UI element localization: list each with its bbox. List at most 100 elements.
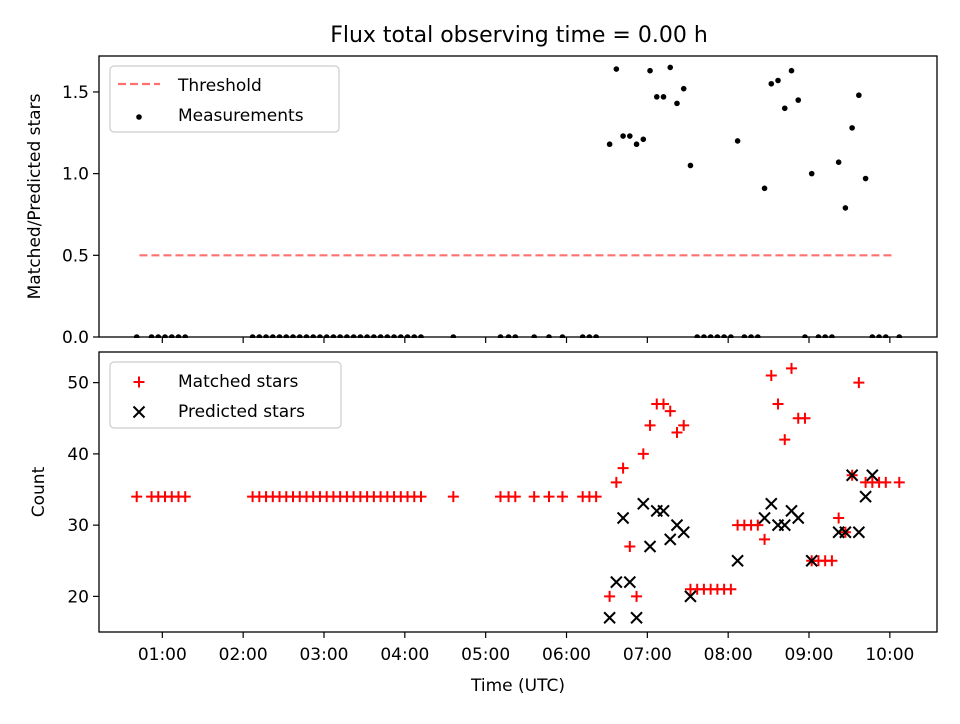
legend-entry-label: Predicted stars bbox=[178, 402, 305, 422]
predicted-star-point bbox=[866, 469, 879, 482]
matched-star-point bbox=[772, 398, 784, 410]
x-tick-label: 08:00 bbox=[704, 645, 753, 665]
legend-entry-label: Matched stars bbox=[178, 372, 298, 392]
measurement-point bbox=[808, 170, 815, 177]
matched-star-point bbox=[759, 533, 771, 545]
predicted-star-point bbox=[731, 554, 744, 567]
predicted-star-point bbox=[839, 526, 852, 539]
predicted-star-point bbox=[616, 511, 630, 525]
predicted-star-point bbox=[765, 497, 778, 510]
chart-title: Flux total observing time = 0.00 h bbox=[330, 23, 708, 48]
predicted-star-point bbox=[792, 511, 805, 525]
measurement-point bbox=[640, 136, 647, 143]
measurement-point bbox=[606, 141, 613, 148]
x-axis-label: Time (UTC) bbox=[470, 676, 565, 696]
matched-star-point bbox=[590, 491, 602, 503]
x-tick-label: 03:00 bbox=[299, 645, 348, 665]
measurement-point bbox=[674, 100, 680, 107]
matched-star-point bbox=[624, 541, 636, 553]
measurement-point bbox=[835, 159, 842, 165]
measurement-point bbox=[667, 64, 674, 71]
measurement-point bbox=[633, 141, 640, 148]
matched-star-point bbox=[658, 398, 670, 410]
matched-star-point bbox=[509, 491, 521, 503]
y-tick-label: 30 bbox=[67, 516, 89, 536]
matched-star-point bbox=[752, 519, 764, 531]
predicted-star-point bbox=[643, 540, 657, 553]
legend-predicted-swatch bbox=[132, 405, 146, 419]
x-tick-label: 07:00 bbox=[623, 645, 672, 665]
matched-star-point bbox=[833, 512, 845, 524]
y-tick-label: 20 bbox=[67, 587, 89, 607]
legend-box bbox=[109, 361, 342, 429]
matched-star-point bbox=[179, 491, 191, 503]
matched-star-point bbox=[880, 476, 892, 488]
matched-star-point bbox=[631, 590, 643, 602]
predicted-star-point bbox=[677, 526, 690, 539]
measurement-point bbox=[775, 77, 781, 84]
matched-star-point bbox=[637, 448, 649, 460]
matched-star-point bbox=[779, 434, 791, 446]
measurement-point bbox=[862, 175, 869, 182]
legend-entry-label: Measurements bbox=[178, 106, 304, 126]
predicted-star-point bbox=[684, 590, 697, 603]
predicted-star-point bbox=[623, 575, 637, 589]
matched-star-point bbox=[785, 362, 797, 374]
predicted-star-point bbox=[859, 490, 872, 503]
measurement-point bbox=[734, 138, 741, 144]
count-panel: 20 30 40 50 01:00 02:00 03:00 04:00 05:00 06:00 07… bbox=[29, 351, 938, 696]
y-tick-label: 1.0 bbox=[62, 165, 89, 185]
predicted-star-point bbox=[758, 511, 771, 525]
predicted-star-point bbox=[610, 575, 623, 589]
matched-star-point bbox=[671, 427, 683, 439]
matched-star-point bbox=[893, 476, 905, 488]
legend-matched-swatch bbox=[133, 376, 145, 388]
measurement-point bbox=[768, 80, 775, 87]
y-axis-label: Count bbox=[29, 466, 49, 517]
plot-area bbox=[131, 362, 905, 624]
measurement-point bbox=[781, 105, 788, 112]
matched-star-point bbox=[826, 555, 838, 567]
y-tick-label: 0.0 bbox=[62, 328, 89, 348]
measurement-point bbox=[761, 185, 768, 192]
measurement-point bbox=[842, 205, 849, 211]
x-tick-label: 06:00 bbox=[542, 645, 591, 665]
y-tick-label: 50 bbox=[67, 374, 89, 394]
measurement-point bbox=[627, 133, 633, 139]
y-tick-label: 1.5 bbox=[62, 83, 89, 103]
predicted-star-point bbox=[637, 497, 650, 510]
y-tick-label: 0.5 bbox=[62, 246, 89, 266]
matched-star-point bbox=[664, 405, 676, 417]
matched-star-point bbox=[447, 491, 459, 503]
ratio-panel: 0.0 0.5 1.0 1.5 Matched/Predicted stars Thres… bbox=[25, 55, 938, 348]
x-tick-label: 05:00 bbox=[461, 645, 510, 665]
matched-star-point bbox=[799, 412, 811, 424]
matched-star-point bbox=[604, 590, 616, 602]
measurement-point bbox=[680, 85, 687, 92]
legend: Matched stars Predicted stars bbox=[109, 361, 342, 429]
matched-star-point bbox=[678, 419, 690, 431]
y-tick-label: 40 bbox=[67, 445, 89, 465]
matched-star-point bbox=[528, 491, 540, 503]
predicted-star-point bbox=[630, 611, 643, 624]
measurement-point bbox=[788, 67, 795, 74]
legend: Threshold Measurements bbox=[109, 65, 340, 133]
y-axis-label: Matched/Predicted stars bbox=[25, 93, 45, 299]
matched-star-point bbox=[543, 491, 555, 503]
measurement-point bbox=[647, 67, 653, 74]
x-tick-label: 04:00 bbox=[380, 645, 429, 665]
x-tick-label: 10:00 bbox=[865, 645, 914, 665]
predicted-star-point bbox=[603, 611, 616, 624]
x-tick-label: 02:00 bbox=[219, 645, 268, 665]
legend-entry-label: Threshold bbox=[177, 76, 262, 96]
measurement-point bbox=[613, 66, 620, 72]
predicted-star-point bbox=[664, 533, 677, 546]
matched-star-point bbox=[556, 491, 568, 503]
x-tick-label: 01:00 bbox=[138, 645, 187, 665]
axes-frame bbox=[98, 55, 938, 338]
legend-measurement-swatch bbox=[136, 114, 142, 120]
matched-star-point bbox=[415, 491, 427, 503]
measurement-point bbox=[795, 97, 802, 103]
